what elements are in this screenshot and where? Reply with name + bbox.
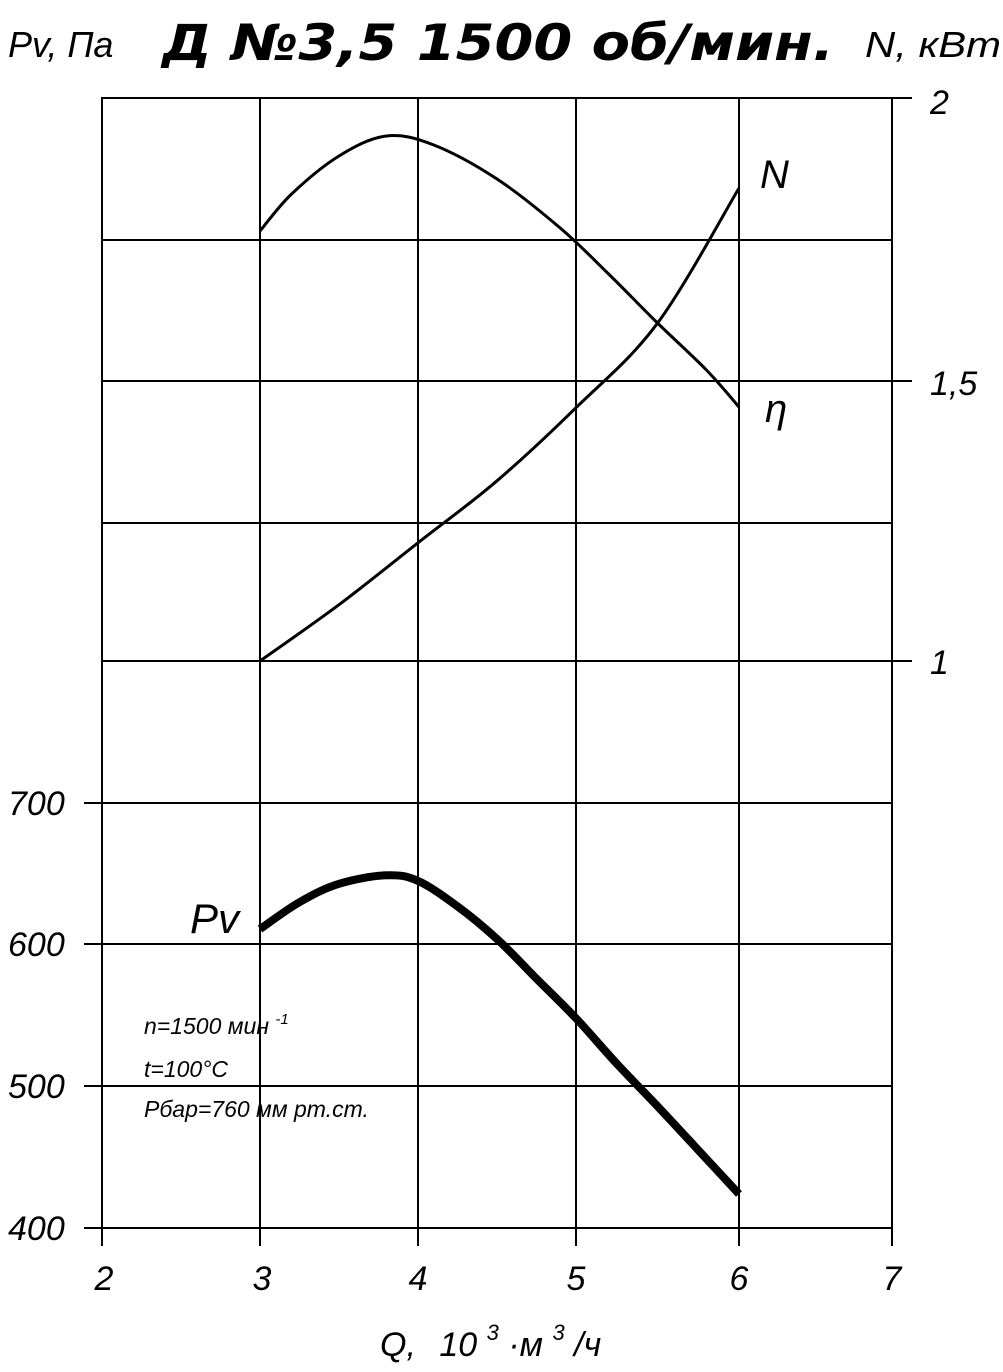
n-tick-label: 2 bbox=[929, 84, 949, 122]
right-axis-label: N, кВт bbox=[865, 24, 1001, 65]
grid-lines bbox=[84, 97, 912, 1246]
eta-curve bbox=[258, 134, 741, 408]
pv-tick-label: 400 bbox=[8, 1210, 65, 1248]
rpm-text: n=1500 мин bbox=[144, 1013, 269, 1039]
x-axis-label: Q, 10 3 ·м 3 /ч bbox=[380, 1310, 601, 1364]
pv-tick-label: 700 bbox=[8, 785, 65, 823]
x-axis-unit: /ч bbox=[572, 1326, 601, 1364]
n-series-label: N bbox=[760, 153, 789, 197]
x-axis-exp: 3 bbox=[487, 1320, 500, 1345]
chart-title: Д №3,5 1500 об/мин. bbox=[160, 14, 834, 72]
left-axis-label: Pv, Па bbox=[8, 24, 113, 65]
conditions-note: n=1500 мин -1 t=100°C Pбар=760 мм рт.ст. bbox=[144, 1011, 369, 1122]
n-curve bbox=[259, 187, 741, 663]
pv-series-label: Pv bbox=[190, 895, 242, 942]
x-axis-dot: ·м bbox=[508, 1326, 543, 1364]
pv-curve bbox=[257, 871, 742, 1197]
x-tick-label: 2 bbox=[94, 1260, 114, 1298]
n-tick-label: 1 bbox=[930, 644, 949, 682]
temp-note: t=100°C bbox=[144, 1056, 228, 1082]
pv-tick-label: 500 bbox=[8, 1068, 65, 1106]
x-tick-label: 7 bbox=[883, 1260, 903, 1298]
x-tick-label: 4 bbox=[409, 1260, 428, 1298]
x-axis-q: Q, bbox=[380, 1326, 416, 1364]
x-tick-label: 6 bbox=[730, 1260, 749, 1298]
x-tick-label: 5 bbox=[567, 1260, 586, 1298]
rpm-note: n=1500 мин -1 bbox=[144, 1011, 289, 1039]
n-tick-label: 1,5 bbox=[930, 365, 977, 403]
pv-tick-label: 600 bbox=[8, 926, 65, 964]
x-axis-base: 10 bbox=[439, 1326, 477, 1364]
x-axis-m-exp: 3 bbox=[552, 1320, 565, 1345]
rpm-exp: -1 bbox=[275, 1011, 288, 1028]
pressure-note: Pбар=760 мм рт.ст. bbox=[144, 1096, 369, 1122]
x-tick-label: 3 bbox=[253, 1260, 272, 1298]
eta-series-label: η bbox=[765, 387, 787, 431]
